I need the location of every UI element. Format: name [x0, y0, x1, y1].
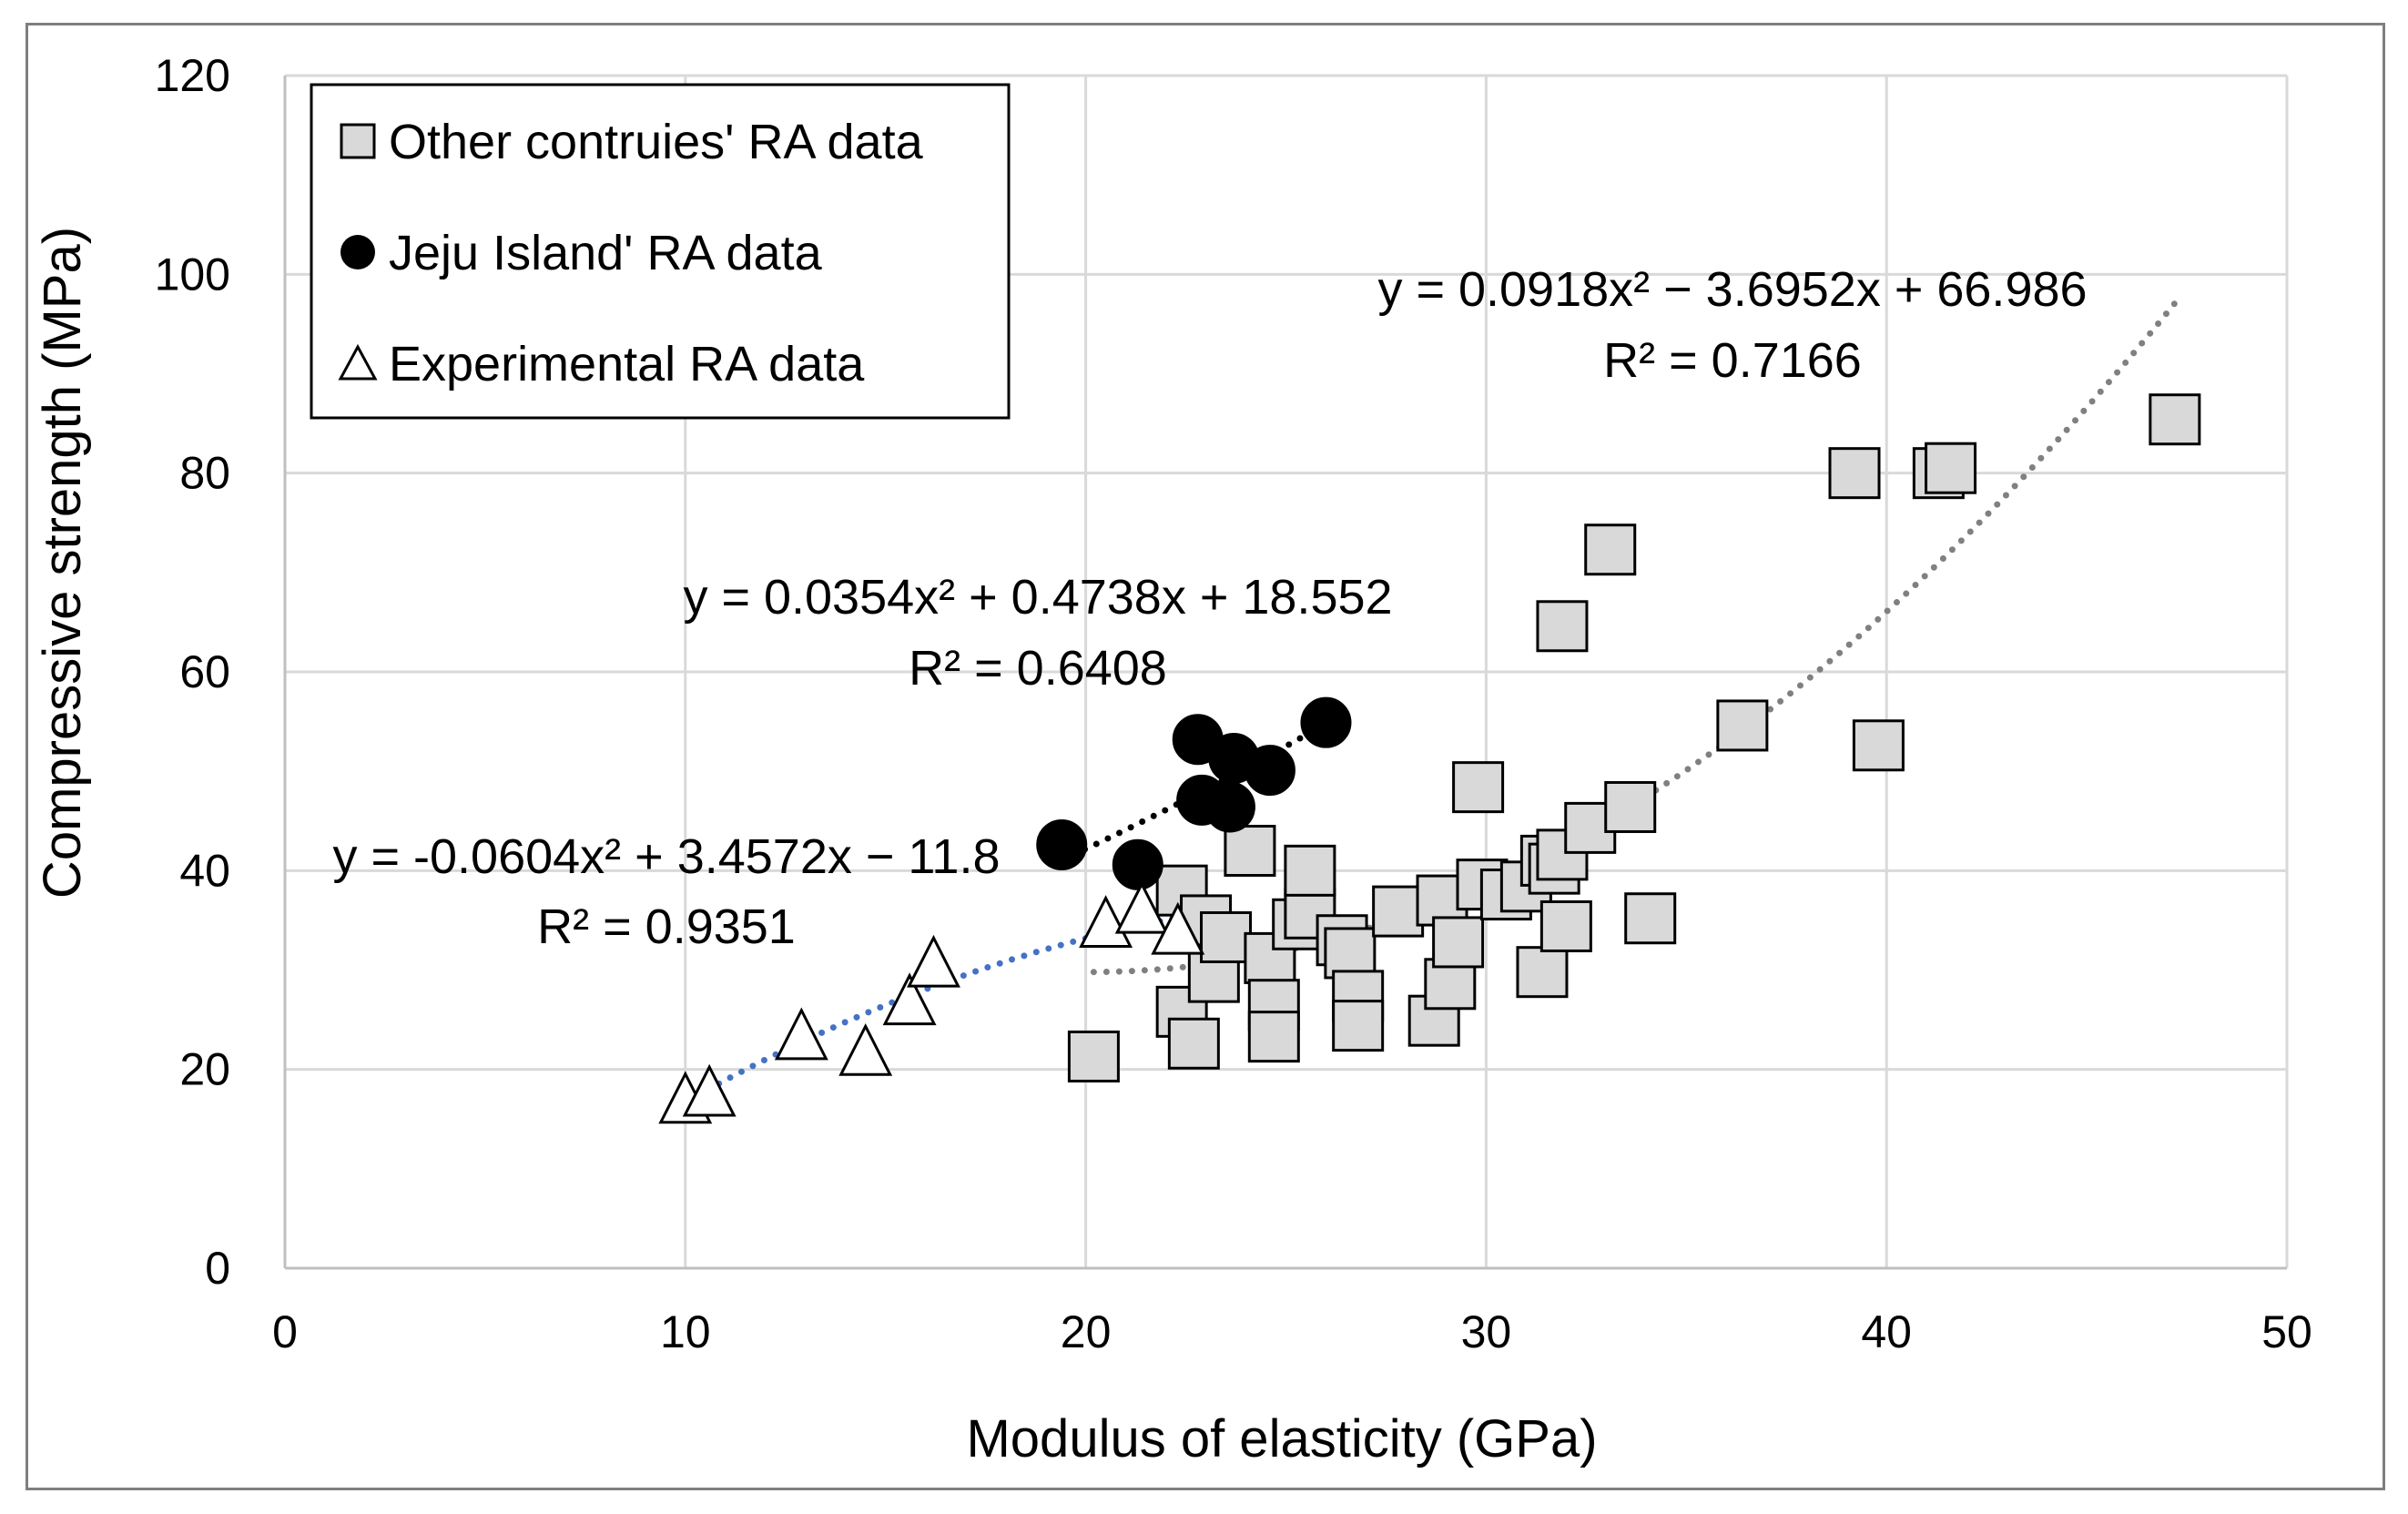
y-tick-label: 60 — [179, 646, 230, 697]
data-point-square — [1200, 910, 1253, 963]
x-tick-label: 50 — [2261, 1306, 2312, 1357]
data-point-square — [1332, 1000, 1385, 1052]
data-point-square — [1925, 442, 1977, 494]
y-tick-label: 20 — [179, 1044, 230, 1095]
data-point-square — [2149, 393, 2201, 446]
data-point-triangle — [1151, 901, 1205, 955]
x-tick-label: 20 — [1061, 1306, 1112, 1357]
data-point-square — [1167, 1017, 1220, 1070]
legend-label-other: Other contruies' RA data — [389, 115, 924, 169]
x-tick-labels: 0 10 20 30 40 50 — [272, 1306, 2312, 1357]
legend: Other contruies' RA data Jeju Island' RA… — [310, 83, 1011, 420]
y-tick-label: 120 — [155, 50, 230, 101]
equation-jeju: y = 0.0354x² + 0.4738x + 18.552 — [683, 570, 1392, 625]
y-tick-label: 80 — [179, 448, 230, 499]
y-tick-label: 100 — [155, 249, 230, 300]
y-tick-label: 40 — [179, 845, 230, 896]
data-point-circle — [1036, 818, 1088, 870]
legend-square-marker — [340, 123, 376, 159]
trendline-jeju — [1058, 720, 1329, 864]
data-point-circle — [1204, 781, 1255, 833]
r2-other: R² = 0.7166 — [1603, 333, 1862, 388]
data-point-triangle — [682, 1063, 737, 1117]
data-point-triangle — [838, 1022, 893, 1076]
legend-circle-marker — [340, 235, 375, 269]
y-tick-label: 0 — [205, 1243, 230, 1294]
data-point-triangle — [1079, 895, 1133, 948]
data-point-triangle — [882, 972, 937, 1026]
r2-jeju: R² = 0.6408 — [909, 641, 1167, 696]
axes — [283, 76, 2287, 1270]
x-axis-title: Modulus of elasticity (GPa) — [966, 1409, 1597, 1468]
data-point-circle — [1300, 696, 1352, 748]
data-point-square — [1828, 447, 1881, 500]
data-point-square — [1536, 600, 1589, 653]
x-tick-label: 10 — [660, 1306, 711, 1357]
gridlines — [285, 74, 2289, 1268]
legend-label-experimental: Experimental RA data — [389, 337, 865, 391]
data-point-square — [1432, 916, 1485, 969]
data-point-circle — [1244, 745, 1295, 797]
data-point-square — [1604, 780, 1657, 833]
x-tick-label: 30 — [1461, 1306, 1512, 1357]
data-point-square — [1452, 761, 1505, 814]
equation-experimental: y = -0.0604x² + 3.4572x − 11.8 — [332, 829, 1000, 884]
equation-other: y = 0.0918x² − 3.6952x + 66.986 — [1377, 262, 2087, 317]
x-tick-label: 0 — [272, 1306, 298, 1357]
legend-label-jeju: Jeju Island' RA data — [389, 226, 823, 280]
data-points — [658, 393, 2201, 1124]
data-point-square — [1324, 927, 1377, 980]
data-point-triangle — [774, 1007, 828, 1061]
data-point-triangle — [907, 934, 960, 988]
y-axis-title: Compressive strength (MPa) — [33, 227, 92, 899]
data-point-square — [1224, 825, 1276, 877]
data-point-square — [1539, 899, 1592, 952]
legend-box — [310, 83, 1011, 420]
data-point-triangle — [1114, 880, 1169, 934]
data-point-square — [1247, 1011, 1300, 1063]
x-tick-label: 40 — [1861, 1306, 1912, 1357]
data-point-square — [1852, 719, 1905, 772]
data-point-square — [1716, 699, 1769, 752]
data-point-square — [1584, 523, 1637, 576]
data-point-square — [1516, 946, 1569, 999]
data-point-square — [1624, 892, 1677, 945]
data-point-circle — [1112, 838, 1163, 890]
legend-triangle-marker — [338, 343, 378, 381]
data-point-square — [1372, 885, 1425, 938]
data-point-square — [1284, 844, 1336, 897]
r2-experimental: R² = 0.9351 — [537, 899, 796, 954]
y-tick-labels: 0 20 40 60 80 100 120 — [155, 50, 230, 1294]
data-point-square — [1067, 1030, 1120, 1082]
